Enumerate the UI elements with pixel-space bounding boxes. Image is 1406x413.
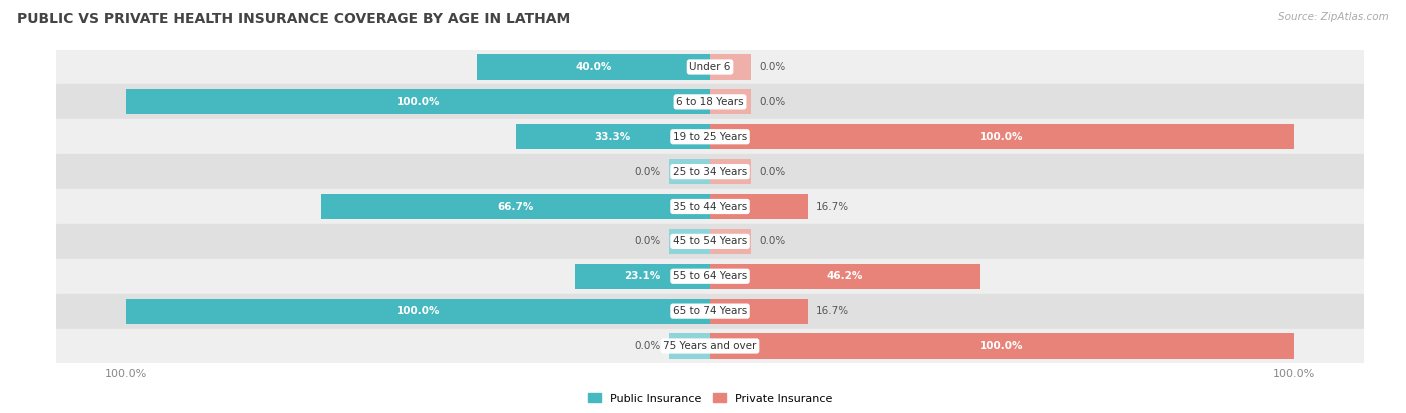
- Text: 0.0%: 0.0%: [634, 166, 661, 177]
- Text: 0.0%: 0.0%: [759, 97, 786, 107]
- Text: 35 to 44 Years: 35 to 44 Years: [673, 202, 747, 211]
- Text: 46.2%: 46.2%: [827, 271, 863, 281]
- Text: 0.0%: 0.0%: [634, 341, 661, 351]
- Text: 40.0%: 40.0%: [575, 62, 612, 72]
- Bar: [56, 259, 1364, 294]
- Bar: [56, 154, 1364, 189]
- Text: 100.0%: 100.0%: [396, 306, 440, 316]
- Bar: [710, 89, 751, 114]
- Text: 19 to 25 Years: 19 to 25 Years: [673, 132, 747, 142]
- Bar: [669, 229, 710, 254]
- Legend: Public Insurance, Private Insurance: Public Insurance, Private Insurance: [583, 389, 837, 408]
- Bar: [710, 124, 1294, 150]
- Bar: [669, 333, 710, 358]
- Bar: [56, 294, 1364, 329]
- Text: 16.7%: 16.7%: [817, 202, 849, 211]
- Bar: [321, 194, 710, 219]
- Text: 100.0%: 100.0%: [980, 132, 1024, 142]
- Text: 55 to 64 Years: 55 to 64 Years: [673, 271, 747, 281]
- Bar: [127, 299, 710, 324]
- Text: 33.3%: 33.3%: [595, 132, 631, 142]
- Bar: [477, 55, 710, 80]
- Bar: [127, 89, 710, 114]
- Text: 45 to 54 Years: 45 to 54 Years: [673, 236, 747, 247]
- Text: Under 6: Under 6: [689, 62, 731, 72]
- Bar: [56, 119, 1364, 154]
- Bar: [56, 189, 1364, 224]
- Bar: [575, 263, 710, 289]
- Text: Source: ZipAtlas.com: Source: ZipAtlas.com: [1278, 12, 1389, 22]
- Text: 66.7%: 66.7%: [498, 202, 533, 211]
- Text: 0.0%: 0.0%: [759, 236, 786, 247]
- Text: 0.0%: 0.0%: [634, 236, 661, 247]
- Text: 100.0%: 100.0%: [980, 341, 1024, 351]
- Bar: [710, 299, 807, 324]
- Text: PUBLIC VS PRIVATE HEALTH INSURANCE COVERAGE BY AGE IN LATHAM: PUBLIC VS PRIVATE HEALTH INSURANCE COVER…: [17, 12, 569, 26]
- Bar: [710, 194, 807, 219]
- Bar: [56, 329, 1364, 363]
- Bar: [710, 263, 980, 289]
- Text: 25 to 34 Years: 25 to 34 Years: [673, 166, 747, 177]
- Text: 100.0%: 100.0%: [396, 97, 440, 107]
- Text: 75 Years and over: 75 Years and over: [664, 341, 756, 351]
- Bar: [56, 50, 1364, 84]
- Bar: [710, 229, 751, 254]
- Bar: [710, 55, 751, 80]
- Bar: [516, 124, 710, 150]
- Bar: [710, 159, 751, 184]
- Bar: [56, 84, 1364, 119]
- Text: 6 to 18 Years: 6 to 18 Years: [676, 97, 744, 107]
- Text: 0.0%: 0.0%: [759, 166, 786, 177]
- Text: 16.7%: 16.7%: [817, 306, 849, 316]
- Bar: [56, 224, 1364, 259]
- Bar: [710, 333, 1294, 358]
- Text: 65 to 74 Years: 65 to 74 Years: [673, 306, 747, 316]
- Text: 0.0%: 0.0%: [759, 62, 786, 72]
- Bar: [669, 159, 710, 184]
- Text: 23.1%: 23.1%: [624, 271, 661, 281]
